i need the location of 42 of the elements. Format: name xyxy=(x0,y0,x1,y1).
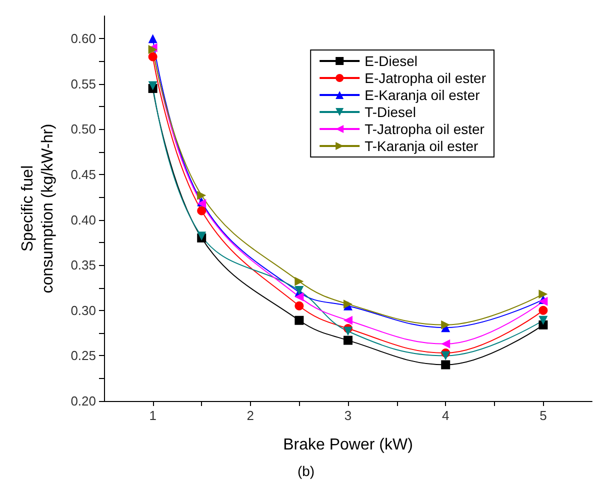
point xyxy=(148,52,158,62)
y-tick-label: 0.55 xyxy=(70,76,96,92)
legend-label: T-Diesel xyxy=(364,104,416,120)
point xyxy=(441,351,450,360)
x-tick-label: 3 xyxy=(344,408,352,423)
point xyxy=(441,339,450,348)
point xyxy=(197,206,206,216)
legend-label: E-Diesel xyxy=(364,53,418,69)
y-axis-title: Specific fuel consumption (kg/kW-hr) xyxy=(20,124,56,294)
point xyxy=(294,316,304,325)
legend-label: T-Jatropha oil ester xyxy=(364,121,485,137)
y-tick-label: 0.35 xyxy=(70,258,96,273)
y-tick-label: 0.45 xyxy=(70,167,96,182)
point xyxy=(441,320,450,330)
point xyxy=(538,306,548,315)
point xyxy=(148,81,158,90)
point xyxy=(538,290,548,299)
point xyxy=(441,360,450,370)
y-tick-label: 0.60 xyxy=(70,31,96,46)
x-tick-label: 4 xyxy=(442,408,450,423)
point xyxy=(294,301,304,310)
y-tick-label: 0.40 xyxy=(70,212,96,228)
y-tick-label: 0.20 xyxy=(70,394,96,408)
y-tick-label: 0.25 xyxy=(70,348,96,364)
point xyxy=(344,316,352,325)
text: (b) xyxy=(297,463,315,479)
legend-label: E-Karanja oil ester xyxy=(364,87,480,103)
legend-label: T-Karanja oil ester xyxy=(364,138,479,154)
point xyxy=(197,190,206,200)
x-axis-title: Brake Power (kW) xyxy=(283,436,413,454)
x-tick-label: 1 xyxy=(149,408,156,423)
legend-label: E-Jatropha oil ester xyxy=(364,70,486,86)
x-tick-label: 5 xyxy=(540,408,547,423)
y-tick-label: 0.50 xyxy=(70,122,96,137)
point xyxy=(294,292,304,302)
point xyxy=(294,276,304,286)
point xyxy=(344,336,352,345)
point xyxy=(148,34,158,44)
point xyxy=(344,326,352,336)
point xyxy=(538,316,548,325)
x-tick-label: 2 xyxy=(246,408,254,423)
y-tick-label: 0.30 xyxy=(70,302,96,318)
